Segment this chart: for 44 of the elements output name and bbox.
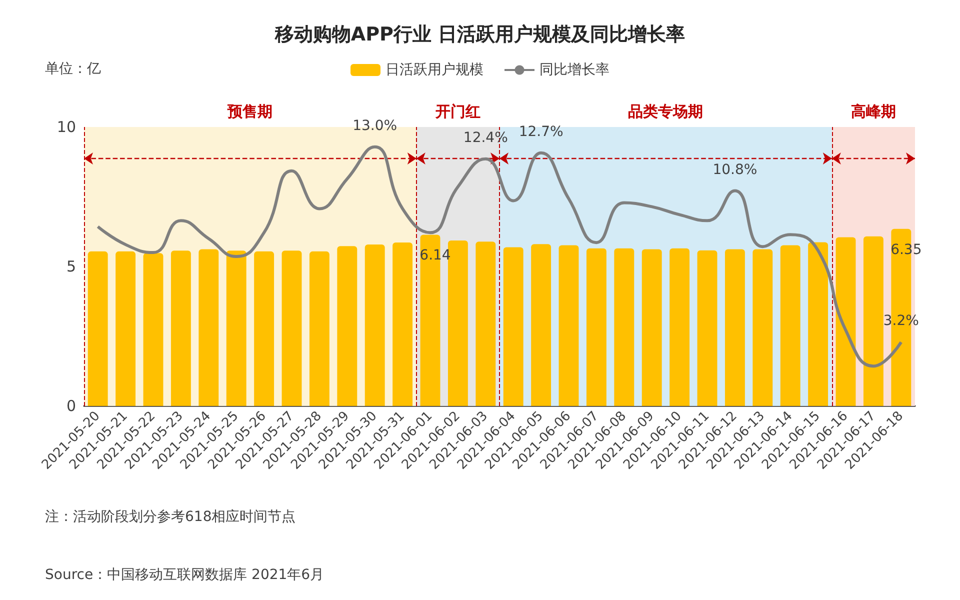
bar bbox=[586, 248, 606, 406]
data-label: 10.8% bbox=[712, 162, 758, 178]
y-tick-label: 10 bbox=[56, 118, 76, 136]
bar bbox=[808, 242, 828, 406]
bar bbox=[780, 245, 800, 406]
legend-label: 日活跃用户规模 bbox=[386, 62, 484, 78]
bar bbox=[170, 250, 191, 406]
data-label: 13.0% bbox=[352, 118, 398, 134]
bar bbox=[670, 248, 690, 406]
band-label: 开门红 bbox=[434, 102, 480, 120]
band-label: 预售期 bbox=[226, 102, 273, 120]
bar bbox=[642, 249, 662, 406]
bar bbox=[863, 236, 884, 406]
bar bbox=[282, 250, 302, 406]
bar bbox=[614, 248, 634, 406]
data-label: 12.4% bbox=[463, 130, 508, 146]
bar bbox=[392, 242, 413, 406]
data-label: 12.7% bbox=[518, 124, 564, 140]
bar bbox=[143, 253, 164, 406]
bar bbox=[697, 250, 718, 406]
bar bbox=[724, 249, 745, 406]
band-label: 高峰期 bbox=[850, 102, 896, 120]
bar bbox=[88, 251, 108, 406]
y-axis-title: 单位：亿 bbox=[45, 61, 101, 77]
band-label: 品类专场期 bbox=[628, 102, 704, 120]
bar bbox=[558, 245, 579, 406]
text: 注：活动阶段划分参考618相应时间节点 bbox=[45, 509, 296, 525]
bar bbox=[503, 247, 524, 406]
bar bbox=[364, 244, 385, 406]
bar bbox=[836, 237, 856, 406]
bar bbox=[226, 250, 246, 406]
y-tick-label: 5 bbox=[66, 258, 76, 276]
source-note: Source：中国移动互联网数据库 2021年6月 bbox=[45, 567, 324, 583]
bar bbox=[254, 251, 274, 406]
bar bbox=[337, 246, 358, 406]
bar bbox=[116, 251, 136, 406]
bar bbox=[198, 249, 219, 406]
bar bbox=[752, 249, 773, 406]
legend-label: 同比增长率 bbox=[540, 62, 610, 78]
y-tick-label: 0 bbox=[66, 397, 76, 415]
bar bbox=[476, 242, 496, 406]
bar bbox=[309, 251, 330, 406]
bar bbox=[531, 244, 552, 406]
chart-title: 移动购物APP行业 日活跃用户规模及同比增长率 bbox=[274, 24, 686, 46]
